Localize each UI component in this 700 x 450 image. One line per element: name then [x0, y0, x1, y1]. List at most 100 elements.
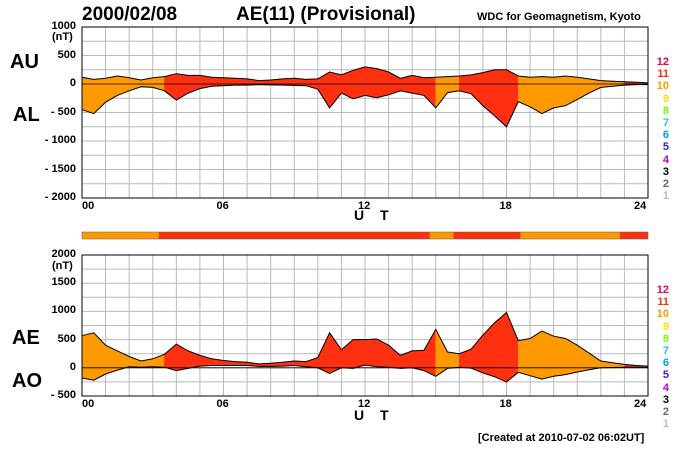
x-tick-label: 24 [634, 398, 647, 410]
x-tick-label: 18 [499, 398, 512, 410]
activity-level-label: 3 [662, 165, 669, 178]
area-segment [517, 338, 531, 377]
area-segment [211, 76, 224, 87]
area-segment [529, 330, 543, 380]
activity-level-label: 5 [662, 369, 669, 382]
area-segment [423, 76, 437, 109]
y-tick-label: 1500 [51, 276, 76, 289]
plot-frame [81, 254, 649, 397]
area-segment [553, 75, 566, 109]
activity-level-label: 9 [662, 92, 669, 105]
y-tick-label: 500 [57, 332, 76, 345]
activity-level-label: 7 [662, 345, 669, 357]
x-tick-label: 06 [216, 398, 229, 410]
y-tick-label: 0 [69, 77, 76, 89]
bottom-x-axis-title: U T [354, 407, 395, 423]
activity-level-label: 5 [662, 141, 669, 154]
area-segment [341, 338, 354, 369]
top-series-label-au: AU [10, 51, 39, 73]
area-segment [164, 343, 177, 371]
activity-level-label: 7 [662, 117, 669, 129]
activity-level-label: 12 [656, 284, 669, 296]
activity-level-label: 8 [662, 332, 669, 345]
y-tick-label: - 2000 [44, 191, 76, 203]
series-line-au [81, 66, 649, 84]
activity-level-label: 2 [662, 406, 669, 418]
activity-level-label: 9 [662, 320, 669, 333]
activity-level-label: 12 [656, 56, 669, 68]
y-tick-label: 2000 [51, 248, 76, 260]
activity-level-label: 8 [662, 104, 669, 117]
area-segment [352, 66, 366, 100]
y-tick-label: 1000 [51, 20, 76, 32]
chart-title: AE(11) (Provisional) [236, 4, 416, 25]
area-segment [117, 75, 130, 96]
area-segment [435, 76, 448, 109]
bottom-series-label-ao: AO [12, 370, 42, 392]
area-segment [506, 69, 519, 127]
activity-level-label: 6 [662, 129, 669, 142]
area-segment [458, 348, 472, 369]
activity-level-label: 3 [662, 393, 669, 406]
activity-level-label: 10 [656, 80, 669, 93]
panel-top [81, 26, 649, 199]
created-timestamp: [Created at 2010-07-02 06:02UT] [478, 432, 645, 444]
plot-frame [81, 26, 649, 199]
area-segment [565, 75, 578, 107]
activity-level-label: 1 [662, 418, 669, 431]
activity-level-segment [619, 232, 648, 239]
activity-level-label: 11 [657, 296, 669, 309]
x-tick-label: 24 [634, 200, 647, 212]
area-segment [128, 356, 142, 368]
area-segment [376, 338, 389, 368]
area-segment [588, 78, 602, 94]
activity-level-bar-frame [81, 231, 649, 240]
area-segment [588, 352, 602, 371]
area-segment [447, 351, 460, 369]
y-tick-label: - 1000 [44, 134, 76, 146]
area-segment [506, 312, 519, 383]
area-segment [364, 66, 378, 99]
activity-level-segment [82, 232, 159, 239]
series-line-ae [81, 311, 649, 367]
x-tick-label: 06 [216, 200, 229, 212]
y-tick-label: - 500 [50, 389, 76, 401]
area-segment [423, 328, 437, 377]
activity-level-segment [520, 232, 620, 239]
area-segment [411, 75, 425, 96]
series-line-ao [81, 364, 649, 383]
top-x-axis-title: U T [354, 207, 395, 223]
y-tick-label: 0 [69, 360, 76, 373]
activity-level-label: 11 [657, 68, 669, 81]
activity-level-label: 6 [662, 357, 669, 370]
activity-level-label: 1 [662, 190, 669, 203]
y-tick-label: - 500 [50, 105, 76, 118]
x-tick-label: 00 [82, 200, 95, 212]
y-tick-label: - 1500 [44, 162, 76, 175]
activity-level-label: 4 [662, 381, 669, 394]
activity-level-label: 4 [662, 153, 669, 166]
area-segment [470, 72, 484, 107]
top-unit-label: (nT) [52, 31, 73, 43]
area-segment [482, 321, 496, 378]
x-tick-label: 12 [358, 398, 371, 410]
area-segment [541, 76, 555, 115]
y-tick-label: 1000 [51, 304, 76, 317]
area-segment [81, 332, 95, 381]
area-segment [494, 69, 507, 128]
bottom-series-label-ae: AE [12, 327, 40, 349]
activity-level-label: 2 [662, 178, 669, 190]
activity-level-segment [158, 232, 430, 239]
area-segment [164, 73, 177, 101]
y-tick-label: 500 [57, 48, 76, 61]
x-tick-label: 18 [499, 200, 512, 212]
date-label: 2000/02/08 [82, 4, 178, 25]
area-segment [482, 69, 496, 117]
bottom-unit-label: (nT) [52, 260, 73, 272]
area-segment [376, 68, 389, 99]
area-segment [223, 77, 236, 87]
top-series-label-al: AL [13, 104, 40, 126]
area-segment [352, 339, 366, 369]
x-tick-label: 12 [358, 200, 371, 212]
